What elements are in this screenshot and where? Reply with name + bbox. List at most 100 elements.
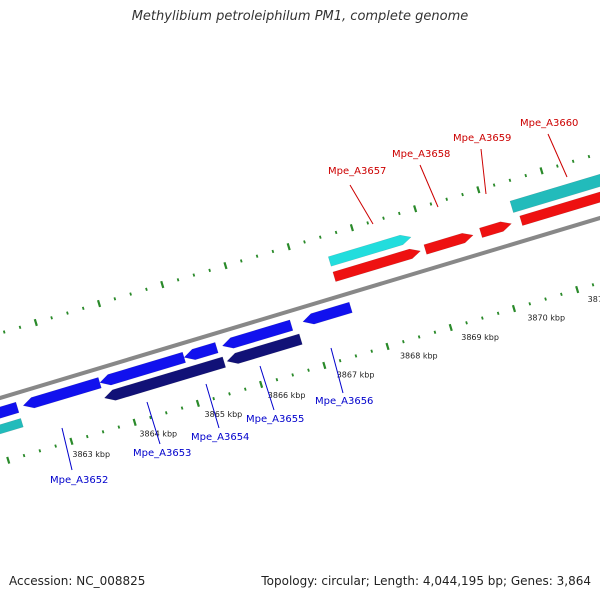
backbone-line [0, 215, 600, 401]
tick-mark-lower [511, 304, 517, 313]
tick-mark-lower [307, 368, 310, 372]
tick-mark-lower [338, 358, 342, 363]
tick-label: 3869 kbp [461, 333, 499, 342]
gene-label-reverse[interactable]: Mpe_A3656 [315, 396, 373, 407]
tick-mark-lower [560, 292, 563, 297]
tick-mark-lower [117, 425, 121, 429]
tick-label: 3865 kbp [205, 410, 243, 419]
gene-arrow-reverse[interactable] [0, 401, 20, 425]
tick-mark-lower [244, 387, 247, 391]
tick-mark-lower [54, 444, 57, 448]
tick-mark-lower [481, 316, 484, 320]
gene-arrow-reverse[interactable] [221, 319, 294, 349]
tick-mark-upper [113, 297, 117, 301]
tick-mark-upper [96, 299, 102, 308]
genome-stats-text: Topology: circular; Length: 4,044,195 bp… [261, 574, 591, 588]
tick-label: 3867 kbp [337, 371, 375, 380]
gene-label-forward[interactable]: Mpe_A3659 [453, 133, 511, 144]
tick-mark-upper [587, 154, 591, 159]
tick-mark-lower [101, 430, 105, 434]
tick-mark-lower [575, 285, 580, 294]
tick-label: 3871 kbp [588, 295, 600, 304]
map-title: Methylibium petroleiphilum PM1, complete… [131, 9, 469, 24]
tick-mark-upper [413, 205, 418, 213]
gene-leader-line [349, 184, 374, 225]
gene-arrow-reverse[interactable] [302, 301, 353, 325]
gene-label-reverse[interactable]: Mpe_A3653 [133, 448, 191, 459]
gene-label-forward[interactable]: Mpe_A3660 [520, 118, 578, 129]
tick-mark-upper [255, 254, 259, 258]
tick-mark-upper [271, 249, 275, 254]
tick-mark-lower [417, 335, 421, 339]
tick-label: 3868 kbp [400, 352, 438, 361]
tick-mark-upper [2, 330, 6, 334]
gene-arrow-reverse[interactable] [99, 351, 186, 386]
tick-mark-lower [433, 330, 437, 334]
tick-mark-upper [461, 192, 464, 197]
tick-mark-lower [402, 340, 405, 344]
tick-mark-upper [556, 164, 559, 168]
tick-mark-lower [149, 415, 152, 420]
tick-mark-upper [492, 183, 496, 187]
tick-mark-upper [319, 235, 322, 239]
tick-mark-lower [354, 354, 358, 358]
gene-arrow-cyan[interactable] [327, 234, 412, 267]
gene-leader-line [419, 164, 439, 208]
tick-mark-lower [322, 361, 327, 370]
tick-mark-lower [132, 418, 137, 426]
tick-mark-upper [50, 316, 53, 320]
tick-mark-upper [508, 178, 512, 182]
tick-mark-upper [476, 186, 481, 194]
gene-arrow-forward[interactable] [519, 187, 600, 226]
gene-leader-line [205, 383, 220, 429]
tick-mark-upper [223, 261, 228, 270]
tick-label: 3864 kbp [139, 430, 177, 439]
tick-mark-upper [208, 268, 211, 273]
gene-label-forward[interactable]: Mpe_A3658 [392, 149, 450, 160]
gene-label-reverse[interactable]: Mpe_A3654 [191, 432, 249, 443]
gene-leader-line [547, 133, 568, 178]
tick-mark-upper [129, 292, 132, 296]
tick-mark-upper [398, 211, 401, 216]
tick-mark-upper [524, 173, 528, 178]
tick-mark-upper [429, 202, 433, 206]
gene-leader-line [259, 365, 275, 411]
tick-mark-lower [85, 434, 89, 439]
tick-mark-lower [6, 456, 11, 464]
tick-mark-lower [528, 302, 532, 306]
gene-label-reverse[interactable]: Mpe_A3655 [246, 414, 304, 425]
tick-mark-upper [33, 318, 38, 327]
gene-arrow-forward[interactable] [423, 232, 474, 255]
tick-mark-lower [370, 349, 374, 353]
gene-arrow-forward[interactable] [479, 221, 513, 238]
tick-mark-lower [448, 323, 453, 332]
tick-mark-upper [239, 259, 243, 263]
gene-arrow-navy[interactable] [226, 333, 303, 364]
gene-leader-line [480, 148, 487, 195]
accession-text: Accession: NC_008825 [9, 574, 146, 588]
tick-mark-lower [259, 380, 264, 389]
tick-mark-upper [286, 242, 291, 251]
gene-arrow-reverse[interactable] [183, 342, 219, 361]
tick-mark-lower [212, 396, 215, 401]
gene-arrow-forward[interactable] [332, 248, 422, 282]
tick-mark-upper [81, 306, 85, 310]
tick-mark-upper [539, 167, 544, 175]
gene-arrow-teal[interactable] [509, 171, 600, 213]
tick-mark-upper [382, 216, 385, 220]
tick-label: 3866 kbp [268, 391, 306, 400]
gene-arrow-reverse[interactable] [22, 377, 102, 409]
tick-mark-lower [22, 453, 26, 458]
gene-arrow-teal[interactable] [0, 418, 24, 435]
gene-leader-line [330, 347, 344, 394]
tick-mark-upper [334, 230, 338, 235]
tick-mark-lower [38, 449, 42, 453]
gene-label-forward[interactable]: Mpe_A3657 [328, 166, 386, 177]
tick-mark-upper [366, 221, 370, 225]
gene-arrow-navy[interactable] [103, 356, 227, 401]
tick-mark-lower [591, 283, 595, 287]
gene-label-reverse[interactable]: Mpe_A3652 [50, 475, 108, 486]
tick-mark-upper [176, 278, 180, 282]
tick-mark-upper [18, 325, 22, 329]
